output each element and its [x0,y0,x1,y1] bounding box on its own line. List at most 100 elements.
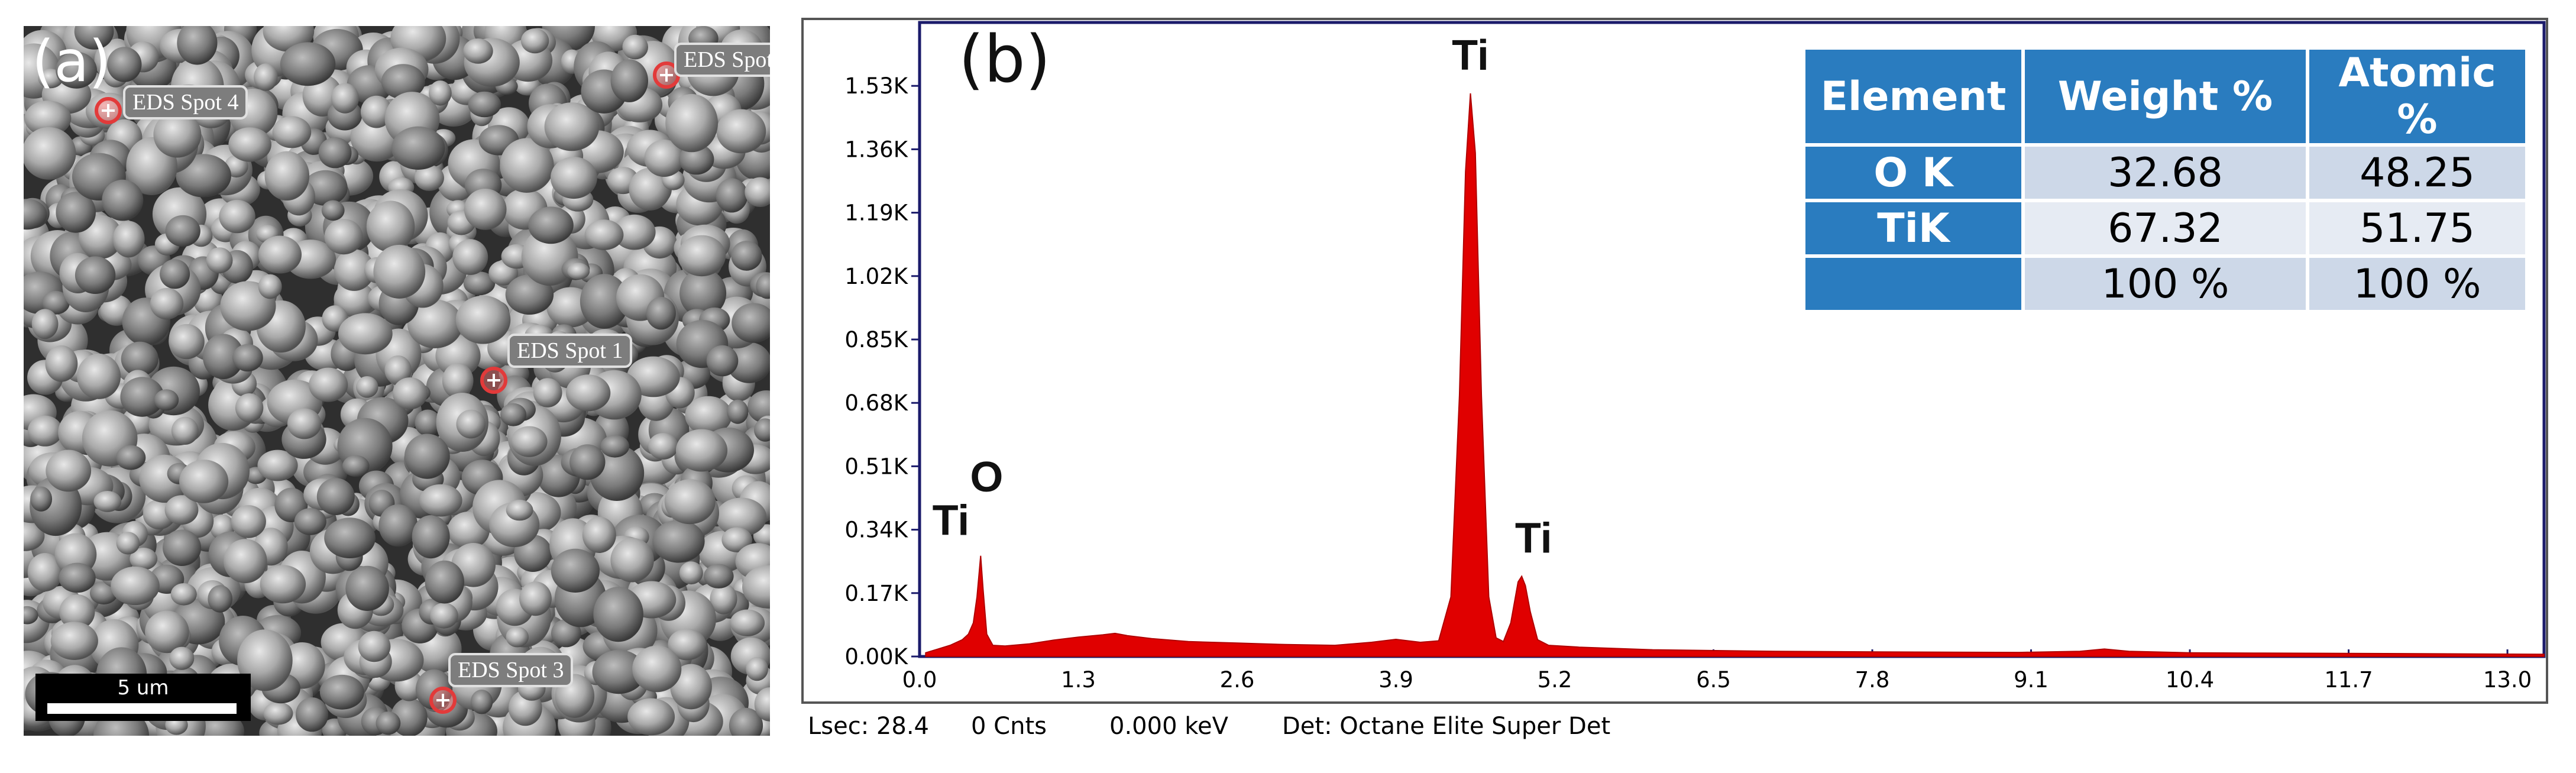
sem-grain [294,508,326,535]
sem-grain [704,564,734,588]
sem-grain [112,221,145,258]
sem-grain [742,565,770,609]
table-row: 100 % 100 % [1805,258,2525,310]
sem-grain [116,532,140,555]
table-cell-atomic: 48.25 [2309,147,2525,199]
eds-spectrum-panel: 0.00K 0.17K 0.34K 0.51K 0.68K 0.85K 1.02K 1.19K… [801,18,2548,704]
sem-grain [592,649,646,694]
scale-bar-label: 5 um [117,676,169,700]
sem-grain [584,219,624,250]
sem-grain [727,399,749,424]
sem-grain [163,529,202,566]
sem-grain [470,690,493,714]
spot-marker-4 [95,97,122,124]
sem-grain [366,200,415,253]
sem-grain [360,95,393,128]
peak-label: Ti [933,497,970,545]
sem-grain [373,244,426,299]
sem-grain [280,42,336,86]
sem-grain [613,214,656,250]
table-cell-weight: 100 % [2025,258,2306,310]
sem-grain [231,505,266,538]
table-header: Atomic % [2309,50,2525,143]
sem-grain [665,93,718,153]
sem-grain [679,269,727,318]
sem-grain [27,553,63,591]
y-tick-label: 0.00K [844,644,908,669]
sem-grain [746,656,768,681]
sem-grain [463,38,493,64]
sem-grain [648,433,678,460]
table-header: Element [1805,50,2021,143]
status-lsec: Lsec: 28.4 [808,713,929,740]
sem-grain [358,630,391,662]
sem-grain [356,376,378,398]
sem-grain [729,707,763,736]
sem-grain [93,491,122,512]
sem-grain [519,581,552,616]
sem-grain [754,687,770,722]
sem-grain [731,241,762,271]
sem-grain [164,495,199,525]
spot-label-4: EDS Spot 4 [123,85,248,119]
table-cell-atomic: 51.75 [2309,202,2525,254]
sem-grain [468,91,501,118]
sem-grain [202,334,244,380]
sem-grain [145,610,189,654]
sem-grain [745,177,770,207]
sem-grain [551,548,600,593]
sem-grain [334,249,375,291]
sem-grain [150,287,184,320]
sem-grain [550,157,597,199]
sem-grain [716,109,766,154]
sem-grain [345,565,389,611]
sem-grain [452,239,488,275]
sem-micrograph: (a) EDS Spot 4 EDS Spot 2 EDS Spot 1 EDS… [24,26,770,736]
sem-grain [392,377,428,410]
sem-grain [90,581,118,604]
sem-grain [629,167,671,211]
sem-grain [75,256,116,295]
sem-grain [678,235,726,277]
sem-grain [30,486,53,512]
table-header-row: Element Weight % Atomic % [1805,50,2525,143]
x-tick-label: 6.5 [1696,667,1731,693]
sem-grain [24,101,72,136]
sem-grain [342,455,370,477]
sem-grain [429,80,452,106]
sem-grain [384,355,412,385]
sem-grain [593,587,643,642]
sem-grain [415,409,441,436]
x-tick-label: 5.2 [1538,667,1572,693]
sem-grain [59,594,95,630]
sem-grain [120,377,164,417]
sem-grain [338,313,393,355]
sem-grain [610,59,648,102]
sem-grain [160,259,190,289]
sem-grain [334,281,376,318]
peak-label: Ti [1515,515,1552,562]
sem-grain [500,138,554,193]
sem-grain [668,629,707,661]
scale-bar: 5 um [35,674,251,721]
sem-grain [46,449,92,492]
sem-grain [646,296,676,330]
sem-grain [716,497,767,537]
sem-grain [710,583,737,614]
sem-grain [464,189,507,230]
sem-grain [670,664,712,710]
spot-marker-1 [480,367,507,394]
sem-grain [27,415,63,447]
x-tick-label: 1.3 [1061,667,1096,693]
sem-grain [644,140,684,177]
sem-grain [318,137,352,169]
sem-grain [622,34,648,60]
sem-grain [24,606,38,625]
sem-grain [295,697,329,732]
table-cell-atomic: 100 % [2309,258,2525,310]
sem-grain [31,309,59,339]
sem-grain [324,219,363,255]
sem-grain [254,63,278,91]
sem-grain [404,434,450,479]
sem-grain [528,206,574,244]
